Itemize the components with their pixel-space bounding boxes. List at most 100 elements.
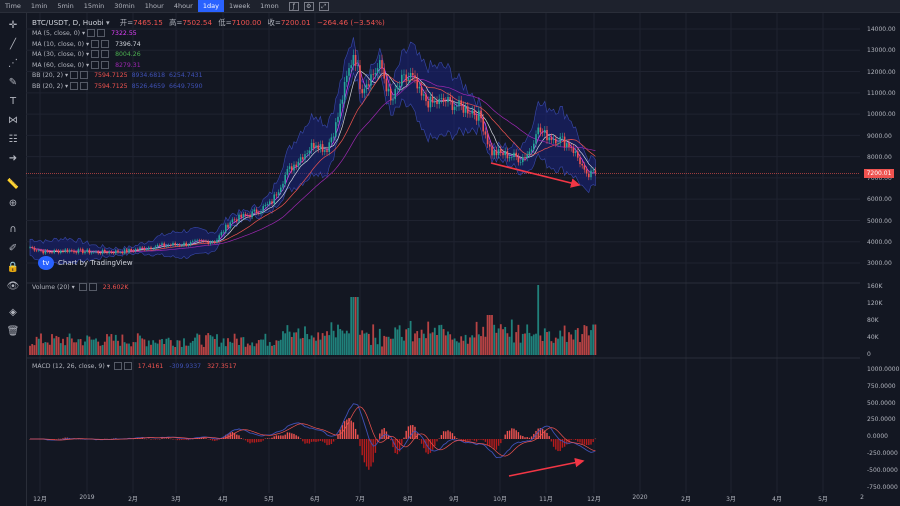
candle-body [167,245,170,246]
macd-histogram-bar [240,438,242,439]
macd-histogram-bar [418,439,421,440]
indicator-name[interactable]: MA (30, close, 0) [32,51,84,58]
volume-bar [253,346,256,355]
zoom-icon[interactable]: ⊕ [8,197,18,209]
settings-icon[interactable] [91,39,100,48]
macd-histogram-bar [489,439,491,447]
brush-icon[interactable]: ✎ [8,76,18,88]
interval-time[interactable]: Time [5,2,21,10]
prediction-icon[interactable]: ☷ [8,133,18,145]
text-icon[interactable]: T [9,95,17,107]
pattern-icon[interactable]: ⋈ [8,114,18,126]
volume-bar [493,324,496,355]
indicator-name[interactable]: BB (20, 2) [32,72,64,79]
volume-bar [418,338,421,355]
time-tick: 2 [860,494,864,501]
candle-body [240,214,242,218]
close-icon[interactable] [101,50,110,58]
indicator-name[interactable]: BB (20, 2) [32,82,64,90]
indicators-icon[interactable]: ƒ [288,1,299,11]
trend-line-icon[interactable]: ╱ [9,38,17,50]
volume-bar [176,340,179,355]
candle-body [203,240,205,242]
volume-bar [427,321,430,355]
close-icon[interactable] [101,60,110,69]
settings-icon[interactable] [91,60,100,69]
macd-label[interactable]: MACD (12, 26, close, 9) [32,363,105,370]
volume-bar [486,315,489,355]
lock-drawing-icon[interactable]: ✐ [8,242,18,254]
signal-line [30,406,596,457]
macd-histogram-bar [552,439,555,447]
volume-bar [341,330,344,355]
macd-histogram-bar [357,434,359,439]
candle-body [337,116,339,123]
candle-body [541,132,544,133]
arrow-icon[interactable]: ➜ [8,152,18,164]
macd-histogram-bar [313,439,315,442]
eye-icon[interactable]: 👁 [6,280,20,292]
macd-histogram-bar [473,439,476,441]
interval-30min[interactable]: 30min [114,2,135,10]
interval-4hour[interactable]: 4hour [173,2,193,10]
macd-histogram-bar [570,439,572,440]
volume-bar [167,337,170,355]
volume-bar [488,315,491,355]
candle-body [372,74,374,75]
macd-histogram-bar [396,439,399,455]
chart-canvas[interactable] [26,13,860,493]
interval-15min[interactable]: 15min [83,2,105,10]
close-icon[interactable] [101,39,110,48]
macd-histogram-bar [346,419,348,439]
candle-body [66,249,69,252]
settings-icon[interactable] [87,29,96,37]
indicator-name[interactable]: MA (5, close, 0) [32,30,81,37]
volume-bar [207,333,210,355]
price-tick: 10000.00 [867,111,896,119]
interval-1mon[interactable]: 1mon [260,2,279,10]
volume-bar [565,341,568,355]
close-icon[interactable] [80,71,89,79]
volume-bar [381,346,383,355]
candle-body [44,250,47,254]
settings-icon[interactable] [70,71,79,79]
interval-5min[interactable]: 5min [57,2,74,10]
close-icon[interactable] [80,81,89,90]
candle-body [165,245,168,247]
volume-bar [398,325,401,355]
magnet-icon[interactable]: ∩ [9,223,17,235]
volume-label[interactable]: Volume (20) [32,284,70,291]
symbol-name[interactable]: BTC/USDT, D, Huobi [32,18,104,27]
candle-body [497,149,500,156]
interval-1min[interactable]: 1min [30,2,48,10]
trash-icon[interactable]: 🗑 [6,325,20,337]
settings-icon[interactable] [70,81,79,90]
indicator-name[interactable]: MA (10, close, 0) [32,40,84,48]
settings-icon[interactable]: ⚙ [303,1,314,11]
candle-body [390,88,392,101]
settings-icon[interactable] [91,50,100,58]
candle-body [154,246,157,249]
candle-body [574,151,577,153]
candle-body [407,77,410,81]
macd-histogram-bar [445,431,447,439]
candle-body [108,251,110,254]
candle-body [559,136,561,143]
macd-legend: MACD (12, 26, close, 9) ▾ 17.4161 -309.9… [32,362,237,370]
fullscreen-icon[interactable]: ⤢ [318,1,329,11]
crosshair-icon[interactable]: ✛ [8,19,18,31]
candle-body [489,144,491,147]
interval-1day[interactable]: 1day [197,0,224,12]
lock-icon[interactable]: 🔒 [6,261,20,273]
layers-icon[interactable]: ◈ [9,306,17,318]
fib-icon[interactable]: ⋰ [8,57,18,69]
close-icon[interactable] [97,29,106,37]
candle-body [207,241,209,244]
indicator-name[interactable]: MA (60, close, 0) [32,61,84,69]
volume-bar [499,324,502,355]
interval-1hour[interactable]: 1hour [144,2,164,10]
candle-body [383,68,385,79]
ruler-icon[interactable]: 📏 [6,178,20,190]
interval-1week[interactable]: 1week [228,2,251,10]
volume-bar [348,333,350,355]
